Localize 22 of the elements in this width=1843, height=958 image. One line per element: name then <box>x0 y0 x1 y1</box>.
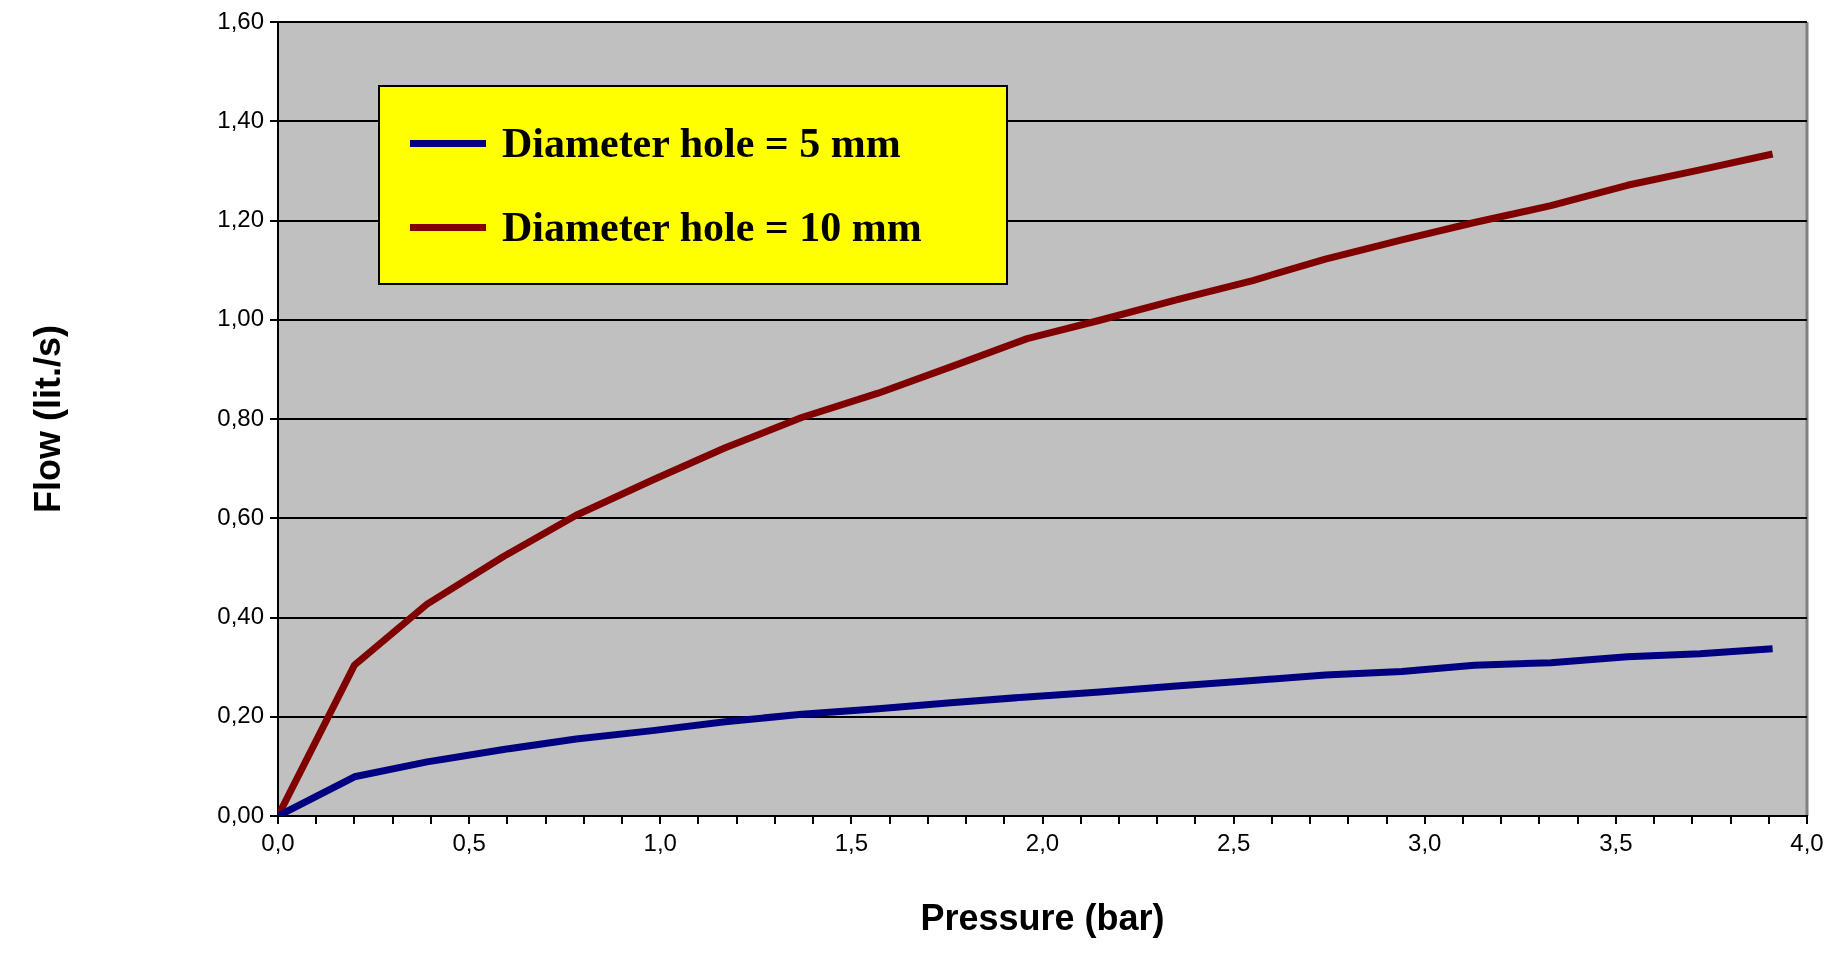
y-tick-label: 0,00 <box>217 800 264 828</box>
legend-label: Diameter hole = 5 mm <box>502 119 901 167</box>
y-tick-label: 1,40 <box>217 105 264 133</box>
x-tick-label: 4,0 <box>1790 829 1824 857</box>
x-tick-label: 3,5 <box>1599 829 1633 857</box>
x-tick-label: 0,5 <box>452 829 486 857</box>
x-tick-label: 0,0 <box>261 829 295 857</box>
x-tick-label: 3,0 <box>1408 829 1442 857</box>
x-axis-title: Pressure (bar) <box>920 897 1165 939</box>
x-tick-label: 2,5 <box>1216 829 1251 857</box>
y-tick-label: 1,00 <box>217 304 264 332</box>
y-axis-title: Flow (lit./s) <box>26 325 68 513</box>
y-tick-label: 0,40 <box>217 602 264 630</box>
legend-label: Diameter hole = 10 mm <box>502 203 922 251</box>
x-tick-label: 1,0 <box>643 829 677 857</box>
y-tick-label: 0,20 <box>217 701 264 729</box>
y-tick-label: 1,60 <box>217 6 264 34</box>
y-tick-label: 0,60 <box>217 502 264 530</box>
y-tick-label: 0,80 <box>217 403 264 431</box>
x-tick-label: 1,5 <box>834 829 869 857</box>
x-tick-label: 2,0 <box>1025 829 1060 857</box>
y-tick-label: 1,20 <box>217 205 264 233</box>
